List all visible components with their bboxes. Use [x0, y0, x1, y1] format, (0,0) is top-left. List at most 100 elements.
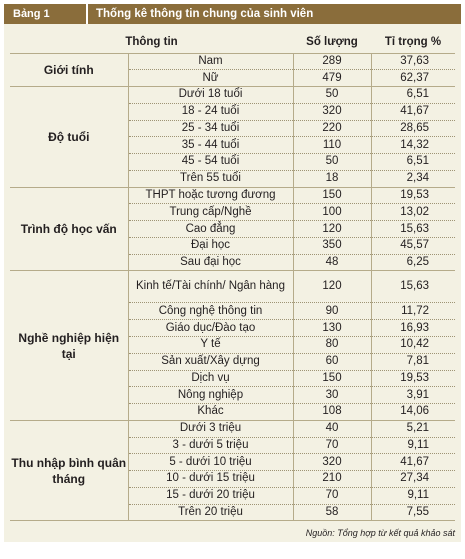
row-label: Công nghệ thông tin [127, 302, 293, 321]
row-count: 80 [292, 336, 371, 354]
row-count: 220 [292, 120, 371, 138]
table-body: Giới tính Nam 289 37,63 Nữ 479 62,37 Độ tuổi Dướ… [10, 53, 455, 522]
row-label: 3 - dưới 5 triệu [127, 437, 293, 455]
table-row: Sau đại học 48 6,25 [10, 254, 455, 272]
row-label: 35 - 44 tuổi [127, 136, 293, 155]
row-label: 45 - 54 tuổi [127, 153, 293, 171]
row-percent: 3,91 [370, 386, 455, 405]
row-label: Trung cấp/Nghề [127, 203, 293, 222]
group-label: Trình độ học vấn [10, 187, 128, 272]
row-percent: 6,51 [370, 86, 455, 104]
row-label: 25 - 34 tuổi [127, 120, 293, 138]
table-row: 45 - 54 tuổi 50 6,51 [10, 153, 455, 171]
row-percent: 41,67 [370, 453, 455, 472]
table-row: Nông nghiệp 30 3,91 [10, 386, 455, 405]
table-row: Trên 55 tuổi 18 2,34 [10, 170, 455, 188]
row-percent: 62,37 [370, 69, 455, 88]
group-label: Độ tuổi [10, 86, 128, 188]
column-header-count: Số lượng [293, 31, 371, 54]
row-label: 5 - dưới 10 triệu [127, 453, 293, 472]
row-count: 320 [292, 453, 371, 472]
table-row: 10 - dưới 15 triệu 210 27,34 [10, 470, 455, 488]
row-label: Kinh tế/Tài chính/ Ngân hàng [127, 270, 293, 304]
table-row: Trên 20 triệu 58 7,55 [10, 504, 455, 522]
row-label: Khác [127, 403, 293, 421]
row-percent: 7,55 [370, 504, 455, 522]
row-percent: 5,21 [370, 420, 455, 438]
table-row: Trung cấp/Nghề 100 13,02 [10, 203, 455, 222]
row-percent: 41,67 [370, 103, 455, 121]
row-count: 58 [292, 504, 371, 522]
row-count: 120 [292, 220, 371, 238]
row-percent: 9,11 [370, 437, 455, 455]
row-count: 108 [292, 403, 371, 421]
row-percent: 6,25 [370, 254, 455, 272]
row-percent: 7,81 [370, 353, 455, 371]
row-count: 100 [292, 203, 371, 222]
row-label: Trên 55 tuổi [127, 170, 293, 188]
row-percent: 27,34 [370, 470, 455, 488]
row-count: 210 [292, 470, 371, 488]
row-percent: 19,53 [370, 370, 455, 388]
row-count: 50 [292, 153, 371, 171]
table-row: Dịch vụ 150 19,53 [10, 370, 455, 388]
table-row: Đại học 350 45,57 [10, 237, 455, 255]
row-count: 30 [292, 386, 371, 405]
table-row: Sản xuất/Xây dựng 60 7,81 [10, 353, 455, 371]
row-label: Sau đại học [127, 254, 293, 272]
row-count: 40 [292, 420, 371, 438]
row-percent: 13,02 [370, 203, 455, 222]
table-row: Trình độ học vấn THPT hoặc tương đương 150… [10, 187, 455, 272]
table-title: Thống kê thông tin chung của sinh viên [96, 8, 314, 20]
row-percent: 10,42 [370, 336, 455, 354]
row-percent: 2,34 [370, 170, 455, 188]
table-row: 18 - 24 tuổi 320 41,67 [10, 103, 455, 121]
row-count: 50 [292, 86, 371, 104]
row-count: 150 [292, 370, 371, 388]
row-count: 70 [292, 437, 371, 455]
row-label: THPT hoặc tương đương [127, 187, 293, 205]
row-label: 10 - dưới 15 triệu [127, 470, 293, 488]
table-container: Thông tin Số lượng Tỉ trọng % Giới tính N… [10, 31, 455, 522]
table-row: 3 - dưới 5 triệu 70 9,11 [10, 437, 455, 455]
table-row: 35 - 44 tuổi 110 14,32 [10, 136, 455, 155]
row-count: 320 [292, 103, 371, 121]
row-count: 70 [292, 487, 371, 505]
row-count: 90 [292, 302, 371, 321]
row-count: 479 [292, 69, 371, 88]
row-label: Trên 20 triệu [127, 504, 293, 522]
table-row: Thu nhập bình quân tháng Dưới 3 triệu 40 5,… [10, 420, 455, 522]
row-percent: 15,63 [370, 270, 455, 304]
row-count: 150 [292, 187, 371, 205]
row-percent: 15,63 [370, 220, 455, 238]
column-header-info: Thông tin [10, 31, 293, 54]
row-percent: 14,06 [370, 403, 455, 421]
row-percent: 37,63 [370, 53, 455, 71]
student-info-table: Thông tin Số lượng Tỉ trọng % Giới tính N… [10, 31, 455, 522]
group-label: Giới tính [10, 53, 128, 88]
table-row: Công nghệ thông tin 90 11,72 [10, 302, 455, 321]
row-percent: 11,72 [370, 302, 455, 321]
table-row: Giới tính Nam 289 37,63 [10, 53, 455, 88]
row-count: 289 [292, 53, 371, 71]
row-percent: 16,93 [370, 319, 455, 337]
row-label: Giáo dục/Đào tạo [127, 319, 293, 337]
row-label: 18 - 24 tuổi [127, 103, 293, 121]
table-row: Nữ 479 62,37 [10, 69, 455, 88]
row-label: Nam [127, 53, 293, 71]
row-count: 48 [292, 254, 371, 272]
group-label: Thu nhập bình quân tháng [10, 420, 128, 522]
table-panel: Bảng 1 Thống kê thông tin chung của sinh… [4, 4, 461, 542]
row-count: 110 [292, 136, 371, 155]
title-divider [86, 4, 88, 24]
row-count: 120 [292, 270, 371, 304]
row-label: Dưới 3 triệu [127, 420, 293, 438]
row-label: Đại học [127, 237, 293, 255]
row-percent: 19,53 [370, 187, 455, 205]
row-label: 15 - dưới 20 triệu [127, 487, 293, 505]
row-count: 60 [292, 353, 371, 371]
row-count: 350 [292, 237, 371, 255]
table-title-bar: Bảng 1 Thống kê thông tin chung của sinh… [4, 4, 461, 24]
group-label: Nghề nghiệp hiện tại [10, 270, 128, 421]
row-percent: 14,32 [370, 136, 455, 155]
